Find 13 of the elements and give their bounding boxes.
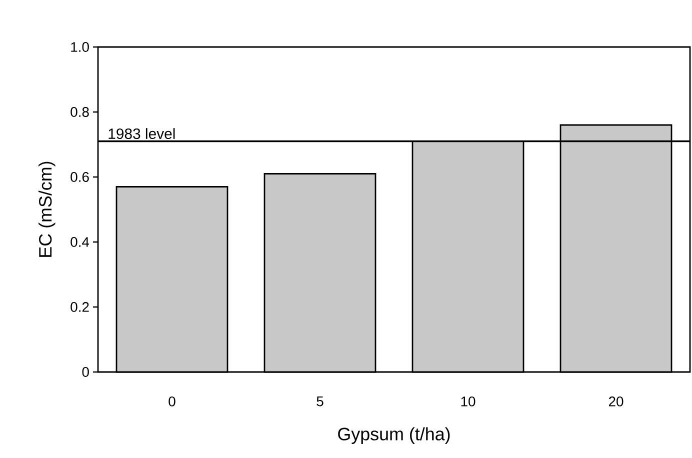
x-tick-label: 10: [461, 396, 476, 406]
x-axis-title: Gypsum (t/ha): [338, 427, 450, 444]
x-tick-label: 0: [168, 396, 176, 406]
ref-line-label: 1983 level: [108, 128, 175, 140]
x-tick-label: 5: [316, 396, 324, 406]
x-tick-label: 20: [608, 396, 624, 406]
y-tick-label: 0.8: [70, 107, 89, 117]
y-tick-label: 1.0: [71, 42, 89, 52]
y-tick-label: 0: [82, 367, 89, 377]
y-tick-label: 0.4: [70, 237, 90, 247]
y-tick-label: 0.6: [70, 172, 89, 182]
y-axis-title: EC (mS/cm): [38, 162, 56, 257]
y-tick-label: 0.2: [70, 302, 89, 312]
